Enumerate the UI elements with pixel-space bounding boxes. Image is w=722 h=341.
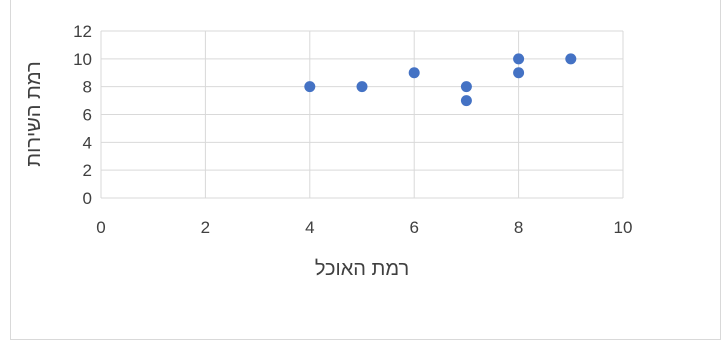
- x-axis-title: רמת האוכל: [315, 258, 409, 280]
- chart-area: [10, 0, 721, 340]
- data-point: [408, 67, 420, 79]
- gridlines: [100, 30, 624, 199]
- x-tick-label: 0: [96, 218, 105, 237]
- y-tick-label: 0: [83, 189, 92, 208]
- data-point: [460, 95, 472, 107]
- x-tick-label: 6: [409, 218, 418, 237]
- data-points: [304, 53, 577, 107]
- x-tick-label: 8: [514, 218, 523, 237]
- y-tick-label: 12: [73, 22, 92, 41]
- data-point: [304, 81, 316, 93]
- y-tick-label: 6: [83, 106, 92, 125]
- data-point: [513, 67, 525, 79]
- data-point: [513, 53, 525, 65]
- data-point: [356, 81, 368, 93]
- y-axis-title: רמת השירות: [23, 61, 45, 166]
- x-tick-labels: 0 2 4 6 8 10: [96, 218, 632, 237]
- y-tick-label: 8: [83, 78, 92, 97]
- x-tick-label: 10: [614, 218, 633, 237]
- y-tick-label: 10: [73, 50, 92, 69]
- x-tick-label: 2: [201, 218, 210, 237]
- y-tick-label: 2: [83, 161, 92, 180]
- y-tick-labels: 0 2 4 6 8 10 12: [73, 22, 92, 208]
- data-point: [460, 81, 472, 93]
- data-point: [565, 53, 577, 65]
- y-tick-label: 4: [83, 133, 92, 152]
- x-tick-label: 4: [305, 218, 314, 237]
